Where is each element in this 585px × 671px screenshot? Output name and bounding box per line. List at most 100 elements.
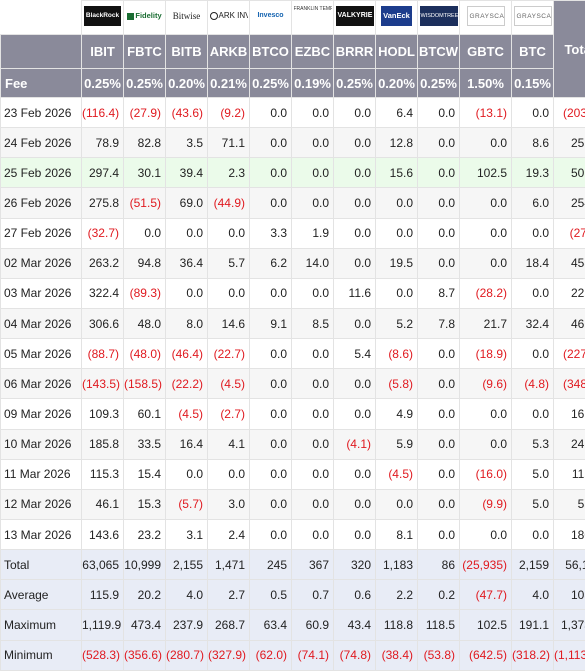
flow-cell-btco: 0.0 <box>249 488 292 520</box>
flow-cell-gbtc: (9.6) <box>459 368 512 400</box>
summary-row-maximum: Maximum 1,119.9 473.4 237.9 268.7 63.4 60.9 43.… <box>0 609 585 641</box>
flow-cell-gbtc: 0.0 <box>459 127 512 159</box>
summary-cell-arkb: 268.7 <box>207 609 250 641</box>
flow-cell-btc: 5.3 <box>511 428 554 460</box>
table-row: 12 Mar 2026 46.1 15.3 (5.7) 3.0 0.0 0.0 0.0 0.0 0… <box>0 488 585 520</box>
row-date: 26 Feb 2026 <box>0 187 82 219</box>
flow-cell-btco: 9.1 <box>249 307 292 340</box>
flow-cell-brrr: 0.0 <box>333 187 376 219</box>
table-row: 13 Mar 2026 143.6 23.2 3.1 2.4 0.0 0.0 0.0 8.1 0.… <box>0 518 585 551</box>
flow-cell-btcw: 0.0 <box>417 338 460 370</box>
flow-cell-fbtc: 23.2 <box>123 518 166 551</box>
flow-cell-brrr: 0.0 <box>333 458 376 490</box>
flow-cell-bitb: (43.6) <box>165 96 208 129</box>
row-total: 246.9 <box>553 428 585 460</box>
summary-cell-fbtc: (356.6) <box>123 639 166 671</box>
flow-cell-fbtc: (51.5) <box>123 187 166 219</box>
flow-cell-fbtc: 15.3 <box>123 488 166 520</box>
flow-cell-hodl: 0.0 <box>375 488 418 520</box>
flow-cell-bitb: 0.0 <box>165 458 208 490</box>
logo-row: BlackRock Fidelity Bitwise ARK INVEST In… <box>0 0 585 98</box>
flow-cell-btc: 0.0 <box>511 398 554 430</box>
summary-label: Maximum <box>0 609 82 641</box>
flow-cell-ibit: 275.8 <box>81 187 124 219</box>
flow-cell-btcw: 8.7 <box>417 277 460 309</box>
flow-cell-gbtc: 0.0 <box>459 187 512 219</box>
flow-cell-btc: 6.0 <box>511 187 554 219</box>
flow-cell-arkb: 4.1 <box>207 428 250 460</box>
ticker-ezbc: EZBC <box>291 34 334 69</box>
flow-cell-btco: 0.0 <box>249 338 292 370</box>
flow-cell-ezbc: 0.0 <box>291 518 334 551</box>
row-total: 506.6 <box>553 157 585 189</box>
flow-cell-ibit: 143.6 <box>81 518 124 551</box>
flow-cell-brrr: 0.0 <box>333 217 376 249</box>
flow-cell-gbtc: (9.9) <box>459 488 512 520</box>
flow-cell-bitb: 16.4 <box>165 428 208 460</box>
summary-cell-ibit: (528.3) <box>81 639 124 671</box>
table-row: 25 Feb 2026 297.4 30.1 39.4 2.3 0.0 0.0 0.0 15.6… <box>0 157 585 189</box>
table-row: 27 Feb 2026 (32.7) 0.0 0.0 0.0 3.3 1.9 0.0 0.0 0.… <box>0 217 585 249</box>
flow-cell-arkb: (44.9) <box>207 187 250 219</box>
flow-cell-btcw: 0.0 <box>417 398 460 430</box>
fee-gbtc: 1.50% <box>459 68 512 98</box>
flow-cell-brrr: 0.0 <box>333 518 376 551</box>
flow-cell-btc: 18.4 <box>511 247 554 279</box>
ticker-btc: BTC <box>511 34 554 69</box>
flow-cell-hodl: 6.4 <box>375 96 418 129</box>
flow-cell-bitb: (4.5) <box>165 398 208 430</box>
ark-logo-text: ARK INVEST <box>218 11 248 20</box>
flow-cell-ibit: (32.7) <box>81 217 124 249</box>
flow-cell-ibit: 297.4 <box>81 157 124 189</box>
flow-cell-hodl: 5.9 <box>375 428 418 460</box>
table-row: 02 Mar 2026 263.2 94.8 36.4 5.7 6.2 14.0 0.0 19.… <box>0 247 585 279</box>
table-row: 03 Mar 2026 322.4 (89.3) 0.0 0.0 0.0 0.0 11.6 0.… <box>0 277 585 309</box>
summary-cell-btco: (62.0) <box>249 639 292 671</box>
flow-cell-brrr: 0.0 <box>333 398 376 430</box>
flow-cell-gbtc: 102.5 <box>459 157 512 189</box>
flow-cell-bitb: 36.4 <box>165 247 208 279</box>
summary-cell-btco: 63.4 <box>249 609 292 641</box>
flow-cell-bitb: (46.4) <box>165 338 208 370</box>
flow-cell-btcw: 0.0 <box>417 96 460 129</box>
flow-cell-arkb: 3.0 <box>207 488 250 520</box>
flow-cell-hodl: 0.0 <box>375 187 418 219</box>
row-total: 53.8 <box>553 488 585 520</box>
grayscale-logo: GRAYSCALE <box>459 0 512 35</box>
row-date: 24 Feb 2026 <box>0 127 82 159</box>
table-row: 06 Mar 2026 (143.5) (158.5) (22.2) (4.5) 0.0 0… <box>0 368 585 400</box>
flow-cell-gbtc: 0.0 <box>459 247 512 279</box>
flow-cell-ezbc: 0.0 <box>291 398 334 430</box>
flow-cell-bitb: 0.0 <box>165 277 208 309</box>
invesco-logo-text: Invesco <box>257 12 284 19</box>
flow-cell-bitb: 8.0 <box>165 307 208 340</box>
fee-bitb: 0.20% <box>165 68 208 98</box>
row-total: 254.4 <box>553 187 585 219</box>
bitwise-logo: Bitwise <box>165 0 208 35</box>
flow-cell-brrr: 0.0 <box>333 247 376 279</box>
summary-cell-arkb: 2.7 <box>207 579 250 611</box>
summary-cell-arkb: 1,471 <box>207 549 250 581</box>
summary-cell-btcw: 118.5 <box>417 609 460 641</box>
flow-cell-btco: 0.0 <box>249 428 292 460</box>
flow-cell-bitb: 3.5 <box>165 127 208 159</box>
flow-cell-btcw: 0.0 <box>417 428 460 460</box>
total-header: Total <box>553 0 585 98</box>
flow-cell-ezbc: 0.0 <box>291 157 334 189</box>
flow-cell-btcw: 0.0 <box>417 458 460 490</box>
flow-cell-ibit: (88.7) <box>81 338 124 370</box>
summary-cell-ezbc: 367 <box>291 549 334 581</box>
ticker-row: IBIT FBTC BITB ARKB BTCO EZBC BRRR HODL BTCW GBTC… <box>0 34 585 69</box>
flow-cell-hodl: 15.6 <box>375 157 418 189</box>
flow-cell-btcw: 0.0 <box>417 247 460 279</box>
flow-cell-gbtc: (28.2) <box>459 277 512 309</box>
ticker-brrr: BRRR <box>333 34 376 69</box>
flow-cell-hodl: 19.5 <box>375 247 418 279</box>
row-total: 257.7 <box>553 127 585 159</box>
summary-cell-brrr: 320 <box>333 549 376 581</box>
flow-cell-btcw: 7.8 <box>417 307 460 340</box>
summary-total: 103.2 <box>553 579 585 611</box>
ticker-bitb: BITB <box>165 34 208 69</box>
flow-cell-btco: 3.3 <box>249 217 292 249</box>
flow-cell-ibit: (116.4) <box>81 96 124 129</box>
